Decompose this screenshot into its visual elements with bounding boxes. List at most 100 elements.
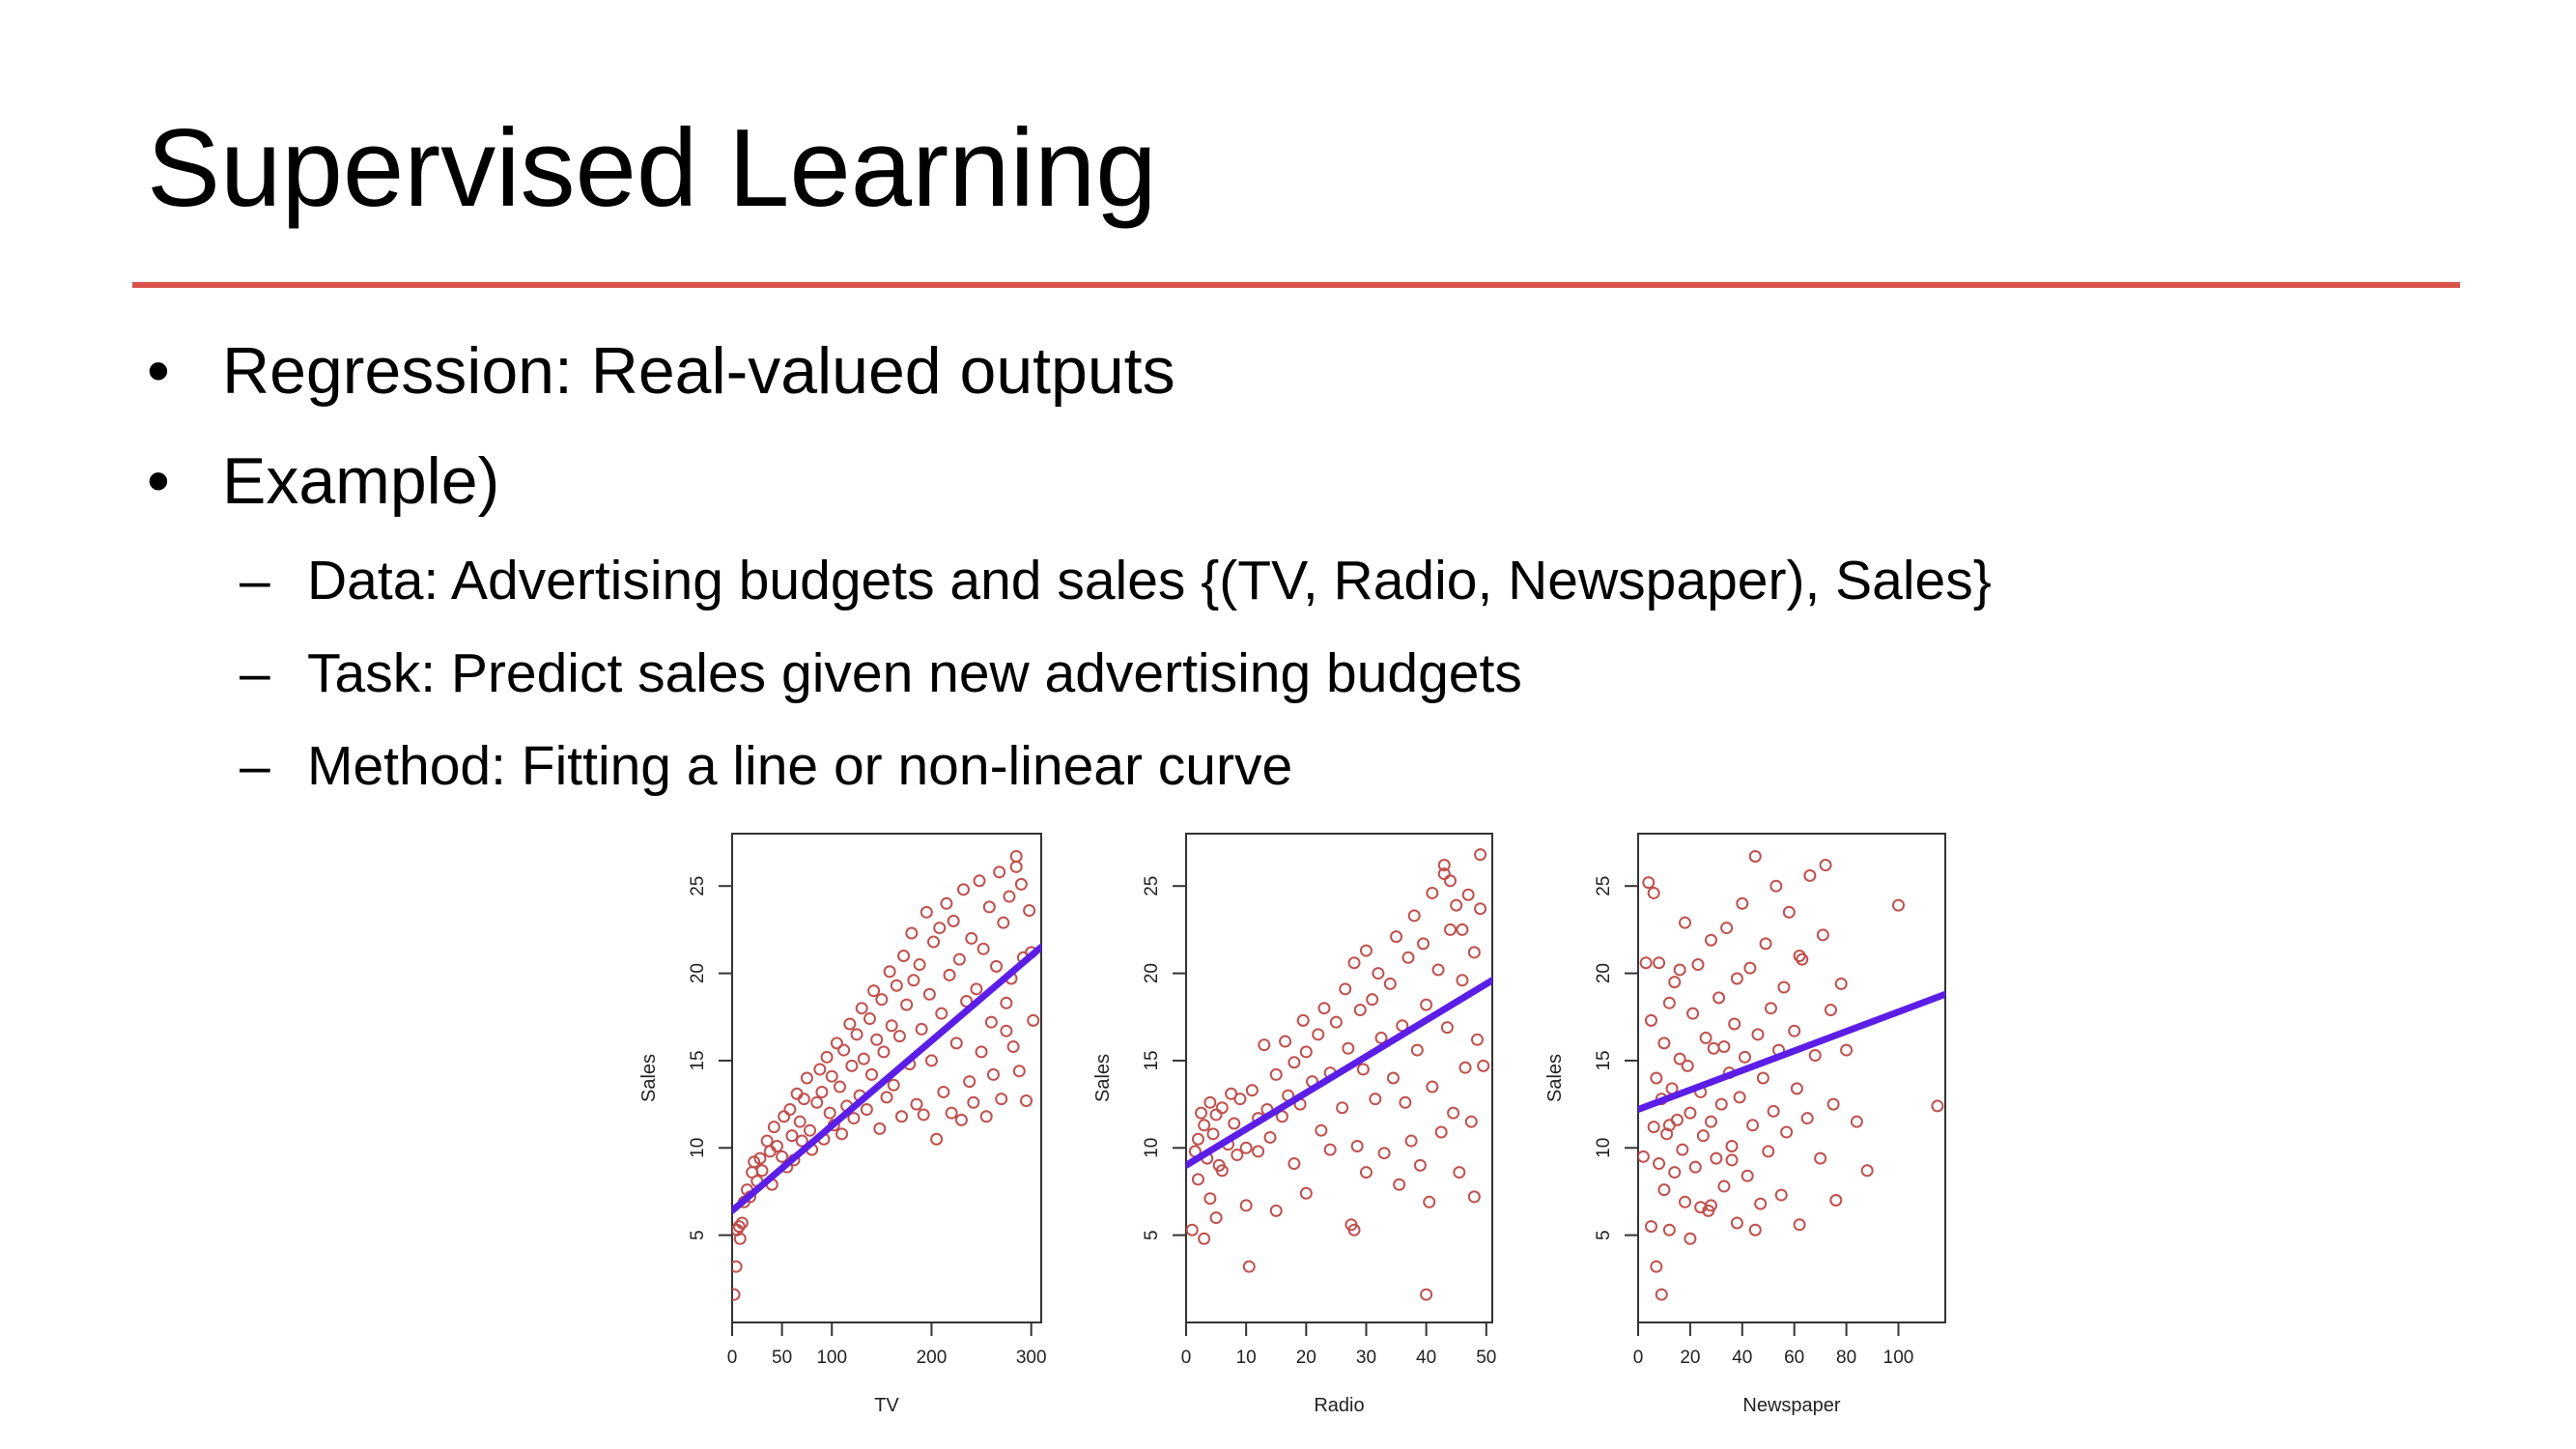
data-point: [1027, 1013, 1040, 1027]
data-point: [1401, 951, 1415, 964]
data-point: [880, 1091, 893, 1104]
bullet-item: • Example): [147, 448, 499, 514]
x-tick-label: 0: [1181, 1348, 1192, 1368]
data-point: [1323, 1143, 1337, 1156]
data-point: [1209, 1211, 1223, 1225]
data-point: [1684, 1232, 1697, 1245]
data-point: [1710, 1151, 1723, 1165]
data-point: [920, 905, 933, 919]
data-point: [990, 959, 1004, 973]
data-point: [1777, 980, 1791, 994]
data-point: [1215, 1101, 1229, 1115]
data-point: [1009, 849, 1023, 863]
data-point: [1647, 1121, 1660, 1134]
data-point: [1467, 946, 1481, 959]
data-point: [1383, 977, 1397, 990]
data-point: [1467, 1190, 1481, 1204]
x-tick-label: 300: [1016, 1348, 1047, 1368]
data-point: [1009, 860, 1023, 873]
data-point: [900, 998, 914, 1011]
data-point: [1288, 1157, 1301, 1171]
data-point: [1456, 923, 1469, 936]
data-point: [1730, 972, 1743, 985]
data-point: [1668, 976, 1682, 989]
bullet-item: – Method: Fitting a line or non-linear c…: [240, 739, 1292, 794]
data-point: [940, 896, 953, 910]
data-point: [1447, 1106, 1460, 1120]
x-tick-label: 100: [816, 1348, 847, 1368]
data-point: [927, 935, 941, 949]
y-tick-label: 25: [1142, 876, 1162, 896]
data-point: [945, 1106, 958, 1120]
data-point: [1198, 1232, 1211, 1245]
data-point: [1252, 1145, 1265, 1158]
data-point: [1679, 916, 1692, 929]
data-point: [1642, 876, 1656, 890]
data-point: [995, 1093, 1008, 1106]
data-point: [1339, 982, 1352, 996]
data-point: [1404, 1134, 1418, 1148]
data-point: [924, 1054, 938, 1067]
data-point: [863, 1012, 876, 1026]
data-point: [835, 1127, 849, 1141]
data-point: [815, 1085, 829, 1098]
data-point: [1704, 1115, 1717, 1128]
data-point: [1704, 933, 1717, 947]
data-point: [810, 1095, 824, 1109]
data-point: [1458, 1061, 1472, 1074]
data-point: [1464, 1115, 1478, 1128]
data-point: [875, 993, 889, 1007]
data-point: [1242, 1260, 1256, 1273]
data-point: [1800, 1112, 1814, 1125]
data-point: [1751, 1028, 1765, 1041]
data-point: [1673, 963, 1686, 977]
data-point: [1725, 1139, 1739, 1152]
data-point: [1780, 1125, 1794, 1139]
data-point: [1686, 1007, 1700, 1020]
data-point: [1426, 886, 1439, 899]
y-tick-label: 15: [1142, 1050, 1162, 1070]
data-point: [1203, 1095, 1217, 1109]
data-point: [877, 1045, 891, 1059]
data-point: [1748, 1223, 1762, 1236]
data-point: [1662, 996, 1676, 1009]
x-tick-label: 20: [1680, 1348, 1700, 1368]
data-point: [1840, 1043, 1854, 1057]
data-point: [1350, 1139, 1364, 1152]
x-tick-label: 200: [917, 1348, 948, 1368]
y-tick-label: 25: [1594, 876, 1614, 896]
data-point: [1704, 1199, 1717, 1212]
data-point: [1377, 1147, 1391, 1160]
data-point: [1657, 1183, 1671, 1197]
y-tick-label: 5: [688, 1230, 708, 1240]
scatter-plot-tv: 0 50 100 200 300 5 10 15 20 25 TV Sales: [638, 833, 1047, 1416]
x-tick-label: 80: [1836, 1348, 1856, 1368]
data-point: [922, 987, 936, 1001]
data-point: [813, 1063, 827, 1076]
data-point: [910, 1097, 923, 1111]
data-point: [1644, 1013, 1657, 1027]
data-point: [800, 1071, 813, 1085]
data-point: [1668, 1166, 1682, 1179]
data-point: [1423, 1195, 1436, 1208]
x-tick-label: 30: [1356, 1348, 1376, 1368]
data-point: [830, 1037, 843, 1050]
data-point: [1413, 1158, 1427, 1172]
data-point: [1717, 1039, 1731, 1053]
y-tick-label: 10: [1142, 1138, 1162, 1158]
data-point: [1317, 1002, 1331, 1015]
plot-area: [732, 849, 1041, 1301]
data-point: [1420, 998, 1433, 1011]
data-point: [1647, 886, 1660, 899]
data-point: [1803, 868, 1817, 882]
data-point: [997, 916, 1010, 929]
data-point: [793, 1115, 807, 1128]
bullet-text: Method: Fitting a line or non-linear cur…: [307, 735, 1293, 797]
data-point: [1477, 1059, 1490, 1072]
data-point: [1209, 1108, 1223, 1122]
data-point: [1639, 956, 1653, 970]
data-point: [760, 1134, 774, 1148]
data-point: [1738, 1050, 1751, 1064]
data-point: [1850, 1115, 1863, 1128]
bullet-marker: –: [240, 550, 270, 611]
